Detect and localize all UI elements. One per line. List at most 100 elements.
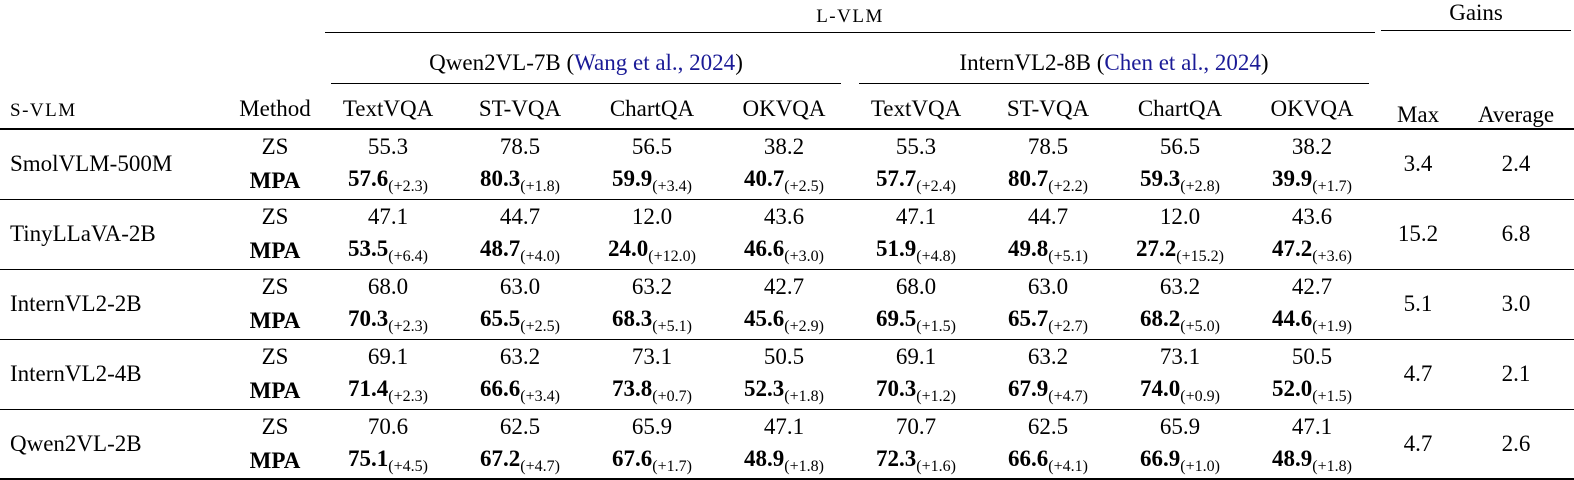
score-cell: 63.2: [982, 338, 1114, 374]
score-cell: 63.2: [586, 268, 718, 304]
score-cell: 40.7(+2.5): [744, 166, 824, 196]
score-cell: 48.7(+4.0): [480, 236, 560, 266]
average-gain: 2.1: [1458, 338, 1574, 409]
spacer: [0, 36, 322, 84]
score-cell: 80.3(+1.8): [480, 166, 560, 196]
column-header-chartqa: ChartQA: [1114, 84, 1246, 130]
method-label-mpa: MPA: [249, 168, 301, 194]
score-cell: 39.9(+1.7): [1272, 166, 1352, 196]
score-cell: 42.7: [718, 268, 850, 304]
score-cell: 68.0: [322, 268, 454, 304]
table-row-mpa: MPA 71.4(+2.3) 66.6(+3.4) 73.8(+0.7) 52.…: [0, 374, 1574, 409]
score-cell: 73.1: [1114, 338, 1246, 374]
lvlm-name: InternVL2-8B: [959, 50, 1091, 75]
score-cell: 65.5(+2.5): [480, 306, 560, 336]
citation-link[interactable]: Wang et al., 2024: [574, 50, 736, 75]
score-cell: 73.8(+0.7): [612, 376, 692, 406]
score-cell: 62.5: [982, 408, 1114, 444]
gain-subscript: (+4.0): [520, 248, 560, 266]
score-cell: 70.6: [322, 408, 454, 444]
score-cell: 66.9(+1.0): [1140, 446, 1220, 475]
gain-subscript: (+1.5): [916, 318, 956, 336]
score-cell: 73.1: [586, 338, 718, 374]
gain-subscript: (+3.0): [784, 248, 824, 266]
score-cell: 66.6(+4.1): [1008, 446, 1088, 475]
gain-subscript: (+2.9): [784, 318, 824, 336]
gain-subscript: (+1.5): [1312, 388, 1352, 406]
method-label-zs: ZS: [228, 268, 322, 304]
gain-subscript: (+1.0): [1180, 458, 1220, 475]
score-cell: 24.0(+12.0): [608, 236, 696, 266]
score-cell: 67.9(+4.7): [1008, 376, 1088, 406]
gain-subscript: (+1.7): [652, 458, 692, 475]
column-header-textvqa: TextVQA: [850, 84, 982, 130]
paren-open: (: [560, 50, 575, 75]
gain-subscript: (+4.8): [916, 248, 956, 266]
score-cell: 46.6(+3.0): [744, 236, 824, 266]
citation-link[interactable]: Chen et al., 2024: [1104, 50, 1261, 75]
gain-subscript: (+3.4): [652, 178, 692, 196]
method-label-mpa: MPA: [249, 448, 301, 473]
score-cell: 67.6(+1.7): [612, 446, 692, 475]
average-gain: 6.8: [1458, 198, 1574, 269]
gain-subscript: (+3.6): [1312, 248, 1352, 266]
header-row-top: L-VLM Gains: [0, 0, 1574, 36]
gain-subscript: (+5.1): [652, 318, 692, 336]
score-cell: 68.3(+5.1): [612, 306, 692, 336]
score-cell: 71.4(+2.3): [348, 376, 428, 406]
score-cell: 63.0: [982, 268, 1114, 304]
score-cell: 52.3(+1.8): [744, 376, 824, 406]
score-cell: 47.1: [718, 408, 850, 444]
gain-subscript: (+4.1): [1048, 458, 1088, 475]
score-cell: 49.8(+5.1): [1008, 236, 1088, 266]
score-cell: 47.1: [850, 198, 982, 234]
average-gain: 2.4: [1501, 151, 1531, 177]
lvlm-label: L-VLM: [816, 6, 884, 27]
score-cell: 44.7: [454, 198, 586, 234]
gain-subscript: (+1.9): [1312, 318, 1352, 336]
score-cell: 69.1: [850, 338, 982, 374]
gain-subscript: (+12.0): [648, 248, 696, 266]
gain-subscript: (+6.4): [388, 248, 428, 266]
gain-subscript: (+2.7): [1048, 318, 1088, 336]
column-header-max: Max: [1378, 36, 1459, 130]
score-cell: 51.9(+4.8): [876, 236, 956, 266]
table-row-zs: TinyLLaVA-2B ZS 47.1 44.7 12.0 43.6 47.1…: [0, 198, 1574, 269]
gain-subscript: (+2.4): [916, 178, 956, 196]
score-cell: 78.5: [1027, 134, 1069, 159]
gain-subscript: (+2.3): [388, 318, 428, 336]
score-cell: 69.1: [322, 338, 454, 374]
gain-subscript: (+0.9): [1180, 388, 1220, 406]
method-label-zs: ZS: [261, 134, 289, 159]
method-label-mpa: MPA: [249, 378, 301, 404]
lvlm-group-qwen2vl-7b: Qwen2VL-7B (Wang et al., 2024): [322, 36, 850, 84]
score-cell: 68.0: [850, 268, 982, 304]
table-row-zs: Qwen2VL-2B ZS 70.6 62.5 65.9 47.1 70.7 6…: [0, 408, 1574, 479]
score-cell: 65.7(+2.7): [1008, 306, 1088, 336]
gain-subscript: (+15.2): [1176, 248, 1224, 266]
gain-subscript: (+3.4): [520, 388, 560, 406]
method-label-zs: ZS: [228, 198, 322, 234]
score-cell: 75.1(+4.5): [348, 446, 428, 475]
score-cell: 56.5: [1159, 134, 1201, 159]
gain-subscript: (+2.5): [784, 178, 824, 196]
column-header-average: Average: [1458, 36, 1574, 130]
lvlm-column-group: L-VLM: [322, 0, 1378, 36]
gain-subscript: (+1.6): [916, 458, 956, 475]
score-cell: 63.2: [1114, 268, 1246, 304]
column-header-okvqa: OKVQA: [1246, 84, 1379, 130]
spacer: [0, 0, 322, 36]
gain-subscript: (+1.2): [916, 388, 956, 406]
score-cell: 56.5: [631, 134, 673, 159]
max-gain: 4.7: [1378, 338, 1459, 409]
score-cell: 70.3(+2.3): [348, 306, 428, 336]
score-cell: 65.9: [1114, 408, 1246, 444]
max-gain: 4.7: [1378, 408, 1459, 479]
score-cell: 66.6(+3.4): [480, 376, 560, 406]
score-cell: 12.0: [586, 198, 718, 234]
score-cell: 70.7: [850, 408, 982, 444]
gain-subscript: (+2.5): [520, 318, 560, 336]
score-cell: 47.1: [322, 198, 454, 234]
score-cell: 48.9(+1.8): [1272, 446, 1352, 475]
gain-subscript: (+2.8): [1180, 178, 1220, 196]
